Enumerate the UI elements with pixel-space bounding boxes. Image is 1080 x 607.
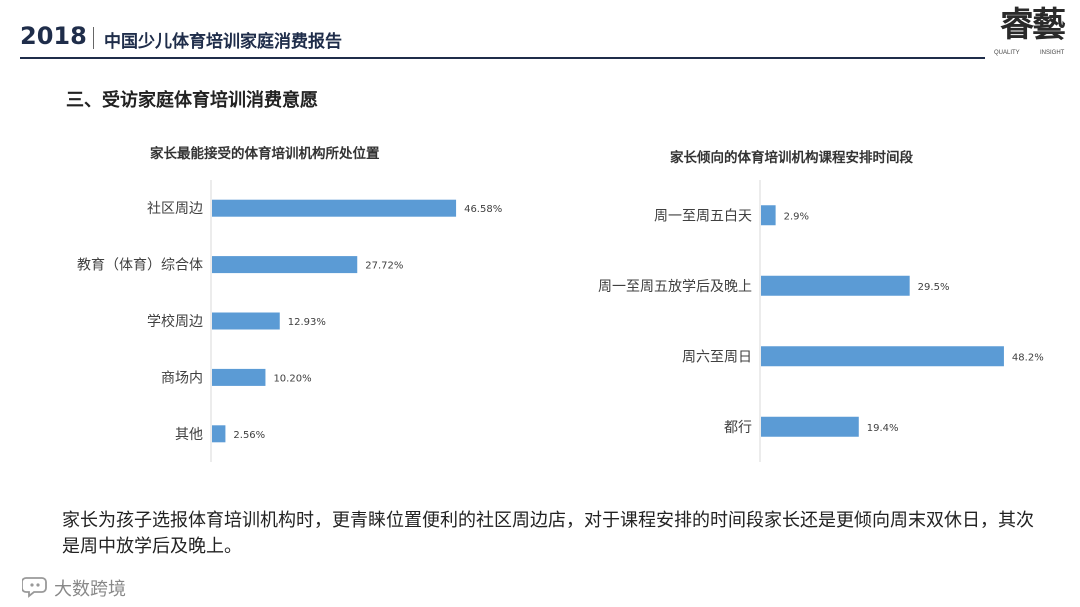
report-year: 2018	[20, 22, 87, 50]
data-label: 19.4%	[867, 423, 899, 434]
category-label: 周一至周五放学后及晚上	[598, 279, 752, 295]
bar	[761, 205, 776, 226]
header-rule	[20, 57, 985, 59]
category-label: 教育（体育）综合体	[77, 258, 203, 274]
data-label: 10.20%	[273, 373, 311, 384]
footer-brand-text: 大数跨境	[54, 579, 126, 600]
bar	[212, 368, 266, 386]
location-bar-chart: 社区周边 46.58% 教育（体育）综合体 27.72% 学校周边 12.93% 商场内 10…	[77, 180, 502, 462]
data-label: 12.93%	[288, 317, 326, 328]
category-label: 社区周边	[147, 201, 203, 217]
data-label: 48.2%	[1012, 352, 1044, 363]
bar	[212, 312, 280, 330]
chat-bubble-icon	[22, 577, 47, 598]
category-label: 周六至周日	[682, 349, 752, 365]
brand-logo: 睿藝 QUALITY INSIGHT	[990, 2, 1074, 62]
bar	[212, 425, 226, 443]
logo-wordmark: 睿藝	[1000, 5, 1066, 45]
logo-sub-left: QUALITY	[994, 50, 1020, 56]
chart-title-schedule: 家长倾向的体育培训机构课程安排时间段	[670, 150, 913, 166]
chart-title-location: 家长最能接受的体育培训机构所处位置	[150, 146, 380, 162]
section-title: 三、受访家庭体育培训消费意愿	[66, 90, 318, 111]
data-label: 2.56%	[233, 430, 265, 441]
bar	[761, 275, 910, 296]
data-label: 29.5%	[918, 282, 950, 293]
schedule-bar-chart: 周一至周五白天 2.9% 周一至周五放学后及晚上 29.5% 周六至周日 48.2% 都行 1…	[598, 180, 1044, 462]
category-label: 其他	[175, 427, 203, 443]
bar	[761, 346, 1004, 367]
category-label: 都行	[724, 420, 752, 436]
summary-text: 家长为孩子选报体育培训机构时，更青睐位置便利的社区周边店，对于课程安排的时间段家…	[62, 510, 1034, 557]
bar	[212, 199, 457, 217]
category-label: 学校周边	[147, 313, 203, 330]
header-divider	[93, 27, 94, 49]
report-header: 2018 中国少儿体育培训家庭消费报告 睿藝 QUALITY INSIGHT	[0, 0, 1080, 62]
report-title: 中国少儿体育培训家庭消费报告	[104, 32, 342, 52]
data-label: 27.72%	[365, 261, 403, 272]
bar	[761, 416, 859, 437]
bar	[212, 256, 358, 274]
category-label: 周一至周五白天	[654, 208, 752, 224]
category-label: 商场内	[161, 370, 203, 386]
logo-sub-right: INSIGHT	[1040, 50, 1065, 56]
data-label: 2.9%	[784, 211, 809, 222]
data-label: 46.58%	[464, 204, 502, 215]
